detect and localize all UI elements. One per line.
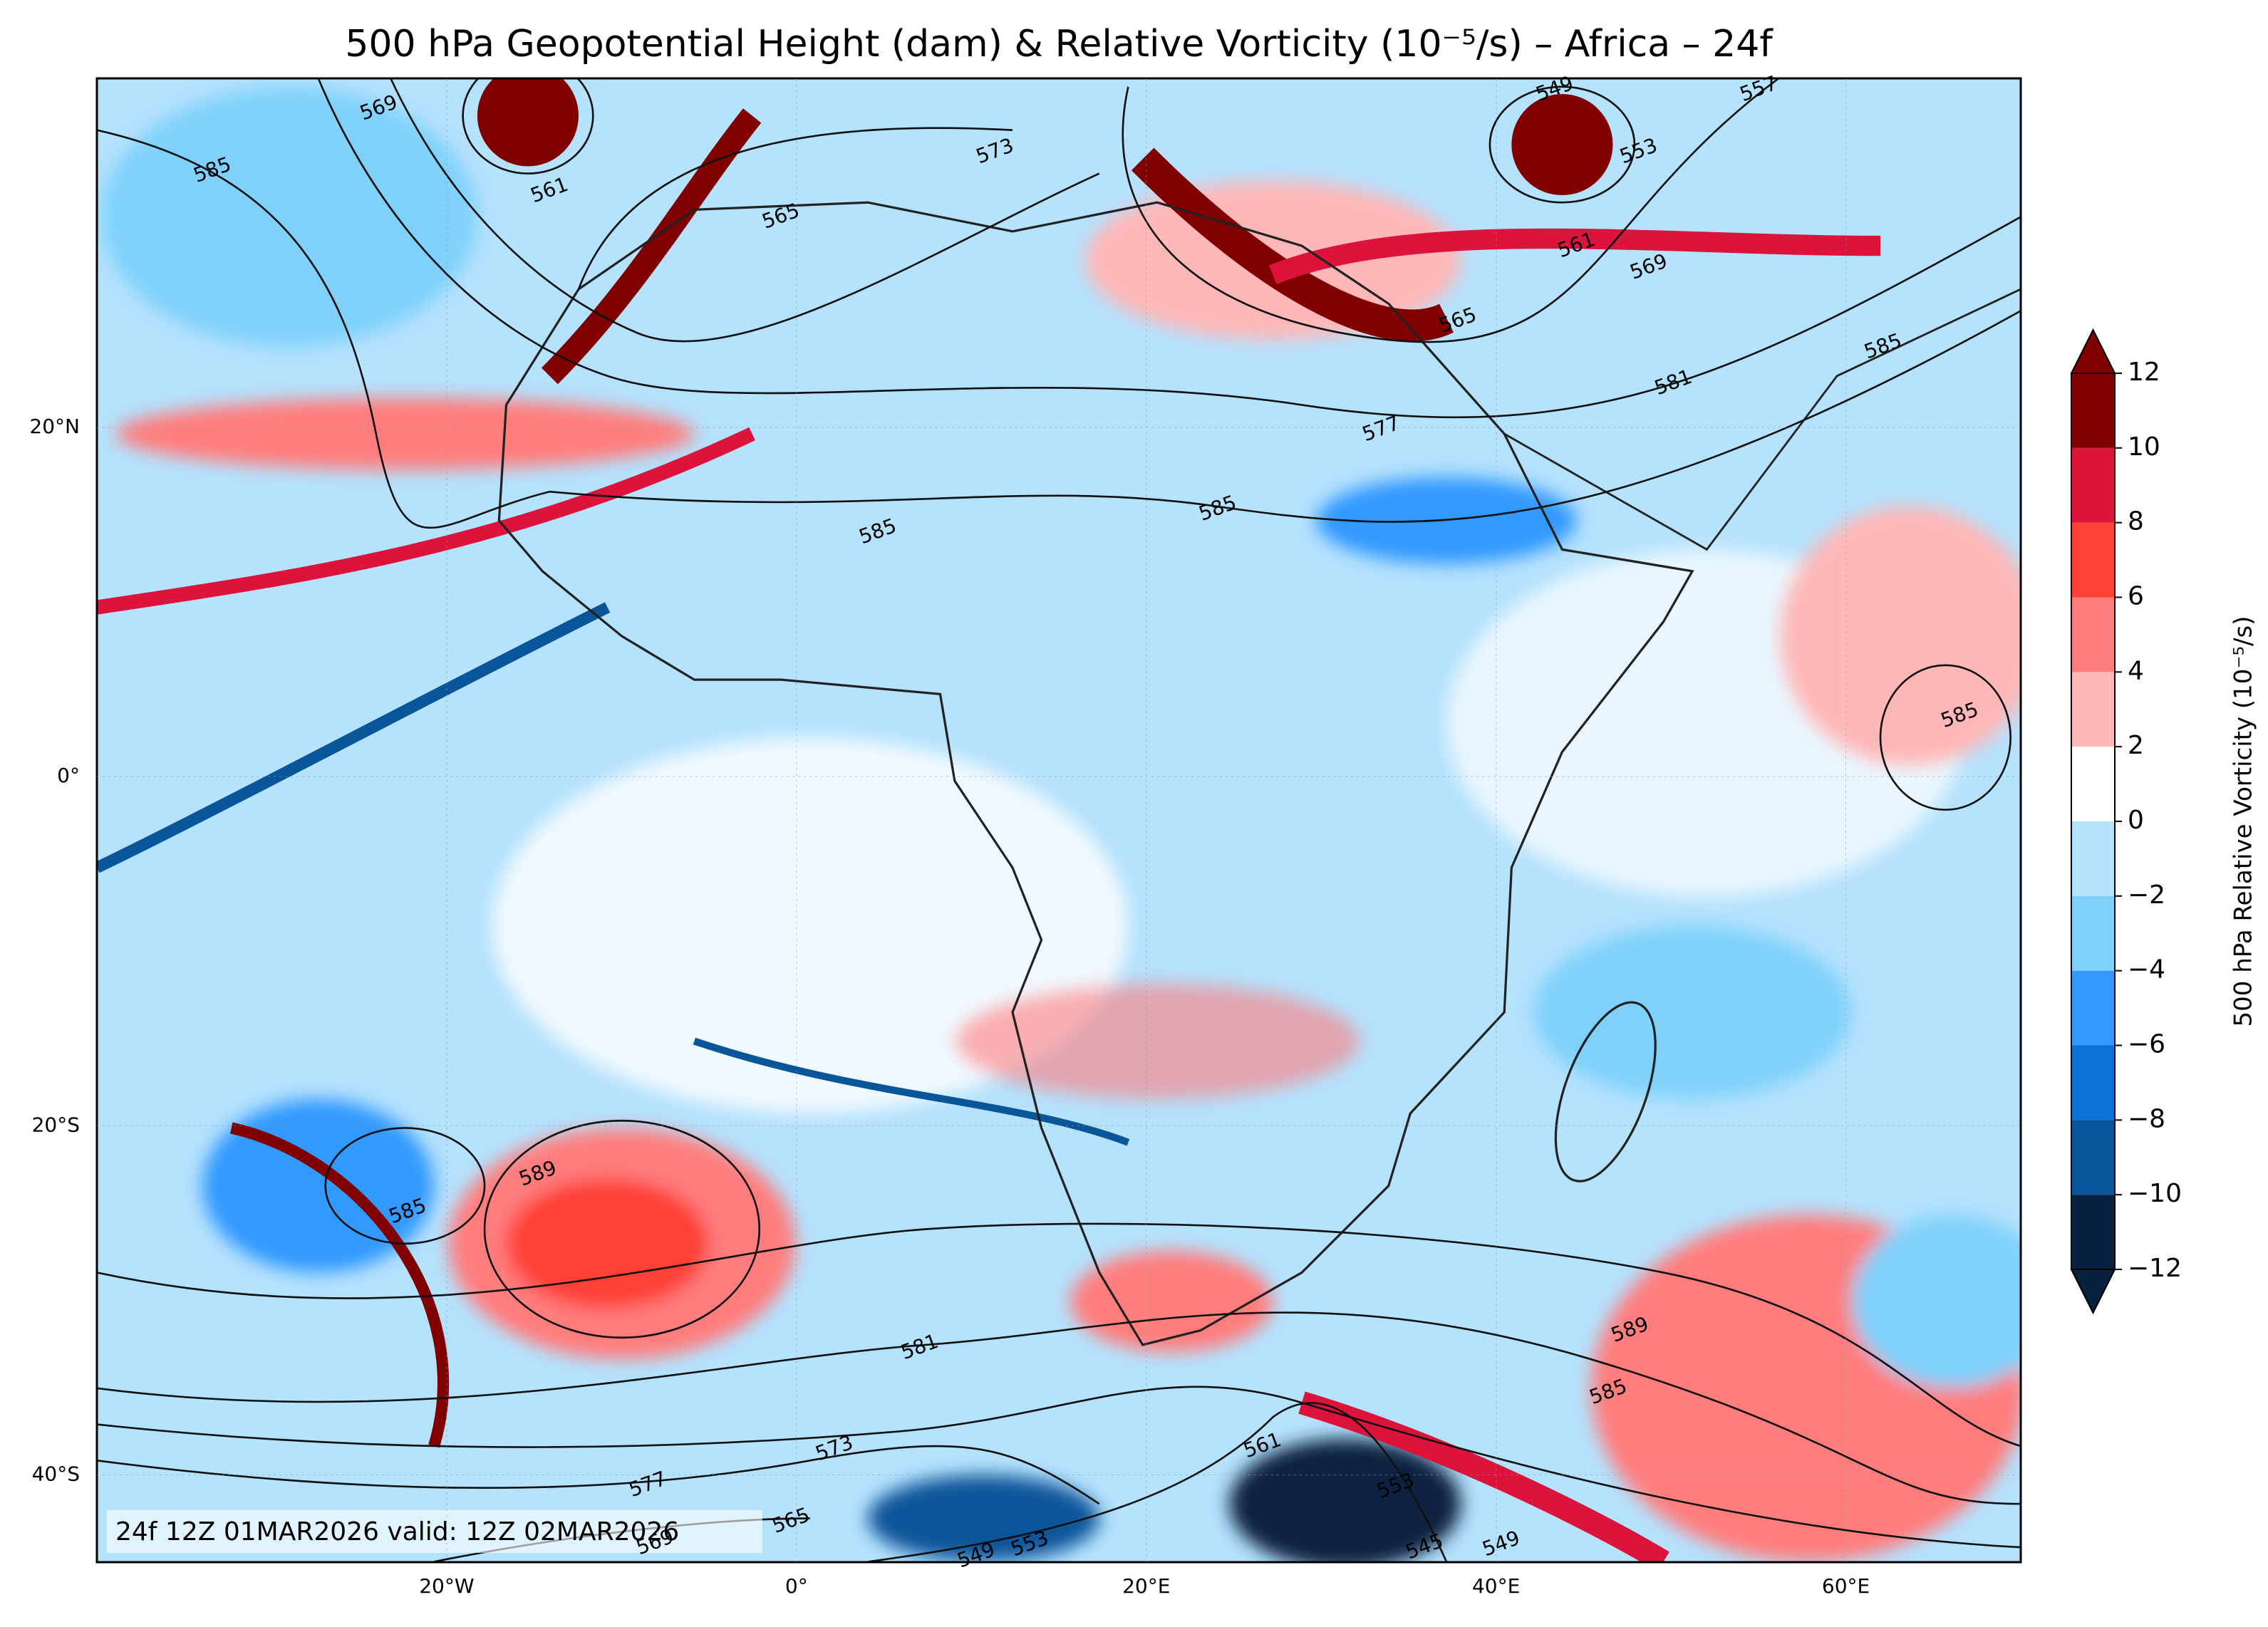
colorbar-bin bbox=[2071, 373, 2115, 448]
x-tick-label: 20°E bbox=[1122, 1574, 1170, 1598]
colorbar-bin bbox=[2071, 895, 2115, 971]
colorbar-bin bbox=[2071, 970, 2115, 1046]
colorbar-tick-label: −8 bbox=[2128, 1104, 2165, 1133]
colorbar: −12 −10 −8 −6 −4 −2 0 2 4 6 8 10 12 500 hPa Relative … bbox=[2070, 328, 2258, 1315]
colorbar-bin bbox=[2071, 522, 2115, 598]
colorbar-tick-label: 12 bbox=[2128, 358, 2160, 387]
colorbar-tick-label: 2 bbox=[2128, 731, 2144, 760]
vorticity-field bbox=[97, 78, 2021, 1562]
colorbar-tick-label: 8 bbox=[2128, 507, 2144, 536]
colorbar-tick-label: 10 bbox=[2128, 432, 2160, 462]
colorbar-tick-label: −4 bbox=[2128, 955, 2165, 984]
colorbar-tick-label: 6 bbox=[2128, 582, 2144, 611]
colorbar-extend-low bbox=[2070, 1269, 2116, 1315]
colorbar-tick-label: −6 bbox=[2128, 1030, 2165, 1059]
colorbar-tick-label: −10 bbox=[2128, 1179, 2182, 1208]
x-tick-label: 60°E bbox=[1822, 1574, 1870, 1598]
colorbar-tick-label: 0 bbox=[2128, 806, 2144, 835]
y-tick-label: 40°S bbox=[32, 1462, 80, 1485]
colorbar-bin bbox=[2071, 672, 2115, 747]
y-tick-label: 20°S bbox=[32, 1113, 80, 1136]
y-tick-label: 0° bbox=[57, 764, 80, 787]
colorbar-extend-high bbox=[2070, 328, 2116, 374]
colorbar-tick-label: −12 bbox=[2128, 1254, 2182, 1283]
y-tick-label: 20°N bbox=[29, 415, 80, 438]
colorbar-bin bbox=[2071, 1195, 2115, 1269]
colorbar-bin bbox=[2071, 1045, 2115, 1121]
colorbar-bin bbox=[2071, 447, 2115, 523]
x-tick-label: 40°E bbox=[1472, 1574, 1520, 1598]
colorbar-tick-label: 4 bbox=[2128, 656, 2144, 685]
colorbar-tick-label: −2 bbox=[2128, 880, 2165, 910]
footer: 24f 12Z 01MAR2026 valid: 12Z 02MAR2026 bbox=[115, 1517, 679, 1547]
colorbar-bin bbox=[2071, 597, 2115, 672]
colorbar-bin bbox=[2071, 1120, 2115, 1195]
x-tick-label: 20°W bbox=[419, 1574, 474, 1598]
title: 500 hPa Geopotential Height (dam) & Rela… bbox=[345, 23, 1774, 66]
x-tick-label: 0° bbox=[785, 1574, 808, 1598]
colorbar-bin bbox=[2071, 821, 2115, 896]
footer-box bbox=[107, 1510, 762, 1553]
colorbar-bin bbox=[2071, 747, 2115, 821]
map-frame bbox=[95, 77, 2022, 1564]
colorbar-label: 500 hPa Relative Vorticity (10⁻⁵/s) bbox=[2230, 616, 2258, 1027]
